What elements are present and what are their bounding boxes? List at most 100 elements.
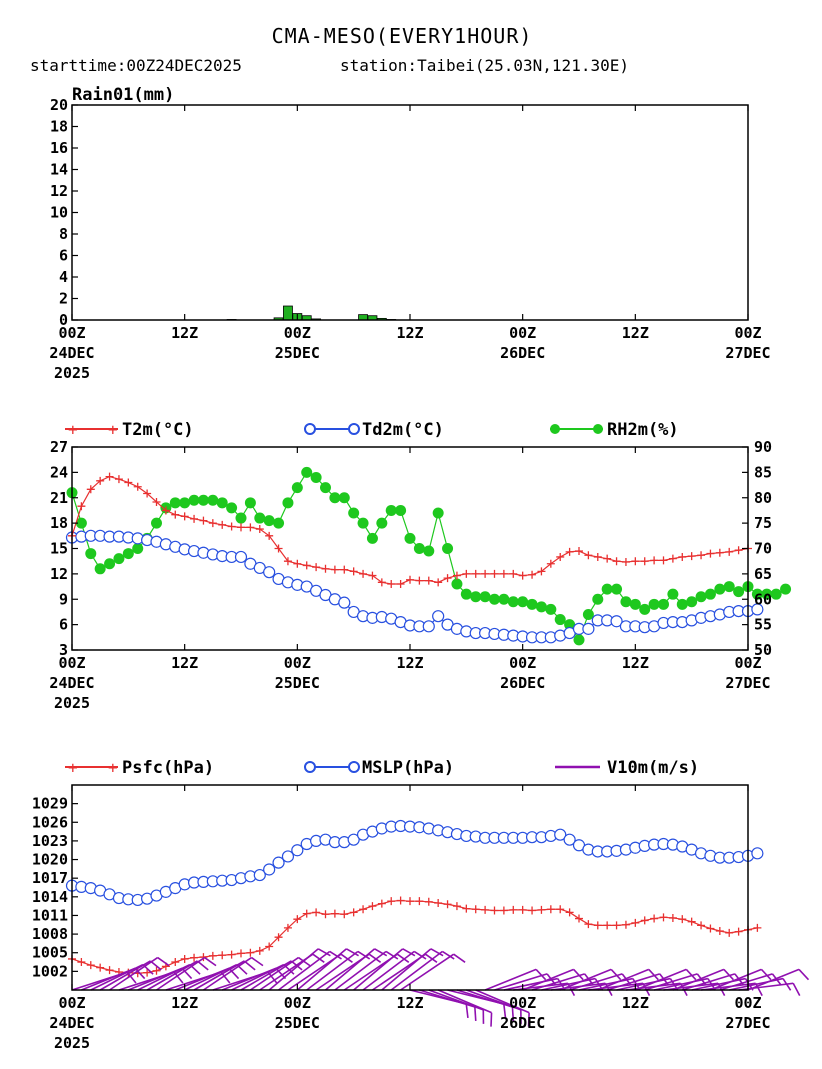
y-right-tick-label: 90 — [754, 438, 772, 456]
rh2m-point — [480, 591, 491, 602]
y-right-tick-label: 80 — [754, 489, 772, 507]
rh2m-point — [592, 594, 603, 605]
x-tick-label: 00Z — [509, 324, 536, 342]
rh2m-point — [217, 497, 228, 508]
x-tick-label: 00Z — [58, 324, 85, 342]
psfc-point — [716, 927, 724, 935]
rh2m-point — [104, 558, 115, 569]
y-tick-label: 16 — [50, 139, 68, 157]
rh2m-point — [170, 497, 181, 508]
rh2m-point — [367, 533, 378, 544]
legend-rh2m-label: RH2m(%) — [607, 420, 679, 440]
rh2m-point — [574, 634, 585, 645]
t2m-point — [725, 548, 733, 556]
rh2m-point — [123, 548, 134, 559]
psfc-point — [660, 913, 668, 921]
wind-barb — [401, 954, 454, 990]
y-tick-label: 27 — [50, 438, 68, 456]
psfc-point — [678, 915, 686, 923]
chart-title: CMA-MESO(EVERY1HOUR) — [272, 24, 533, 48]
psfc-point — [87, 961, 95, 969]
legend-mslp: MSLP(hPa) — [305, 758, 454, 778]
legend-td2m: Td2m(°C) — [305, 420, 444, 440]
psfc-point — [368, 902, 376, 910]
td2m-point — [264, 567, 275, 578]
rh2m-point — [329, 492, 340, 503]
t2m-point — [697, 551, 705, 559]
rh2m-point — [536, 601, 547, 612]
t2m-point — [594, 553, 602, 561]
y-right-tick-label: 75 — [754, 514, 772, 532]
t2m-point — [312, 563, 320, 571]
rh2m-point — [658, 599, 669, 610]
y-tick-label: 1029 — [32, 795, 68, 813]
t2m-point — [340, 566, 348, 574]
t2m-point — [303, 561, 311, 569]
svg-text:+: + — [108, 420, 118, 439]
psfc-point — [350, 908, 358, 916]
rain-bar — [283, 306, 292, 320]
t2m-point — [106, 473, 114, 481]
t2m-point — [124, 479, 132, 487]
psfc-point — [387, 897, 395, 905]
y-tick-label: 20 — [50, 96, 68, 114]
wind-barb — [391, 951, 442, 990]
rh2m-point — [151, 518, 162, 529]
rh2m-point — [630, 599, 641, 610]
psfc-point — [303, 910, 311, 918]
rh2m-point — [696, 591, 707, 602]
t2m-point — [706, 550, 714, 558]
t2m-line — [72, 477, 748, 584]
rh2m-point — [620, 596, 631, 607]
psfc-point — [453, 902, 461, 910]
t2m-point — [660, 556, 668, 564]
x-year-label: 2025 — [54, 1034, 90, 1052]
legend-td2m-label: Td2m(°C) — [362, 420, 444, 440]
x-tick-label: 12Z — [171, 654, 198, 672]
td2m-point — [236, 551, 247, 562]
x-date-label: 24DEC — [49, 344, 94, 362]
x-tick-label: 12Z — [171, 994, 198, 1012]
psfc-point — [584, 920, 592, 928]
wind-barb-feather — [150, 961, 161, 970]
psfc-point — [378, 900, 386, 908]
psfc-point — [434, 899, 442, 907]
t2m-point — [209, 519, 217, 527]
t2m-point — [415, 577, 423, 585]
legend-v10m: V10m(m/s) — [555, 758, 699, 778]
t2m-point — [246, 523, 254, 531]
t2m-point — [434, 578, 442, 586]
y-right-tick-label: 70 — [754, 540, 772, 558]
rh2m-point — [602, 584, 613, 595]
psfc-point — [472, 905, 480, 913]
t2m-point — [378, 578, 386, 586]
t2m-point — [406, 576, 414, 584]
t2m-point — [115, 475, 123, 483]
y-tick-label: 1026 — [32, 813, 68, 831]
y-tick-label: 6 — [59, 616, 68, 634]
y-tick-label: 8 — [59, 225, 68, 243]
x-tick-label: 12Z — [622, 994, 649, 1012]
t2m-point — [444, 574, 452, 582]
psfc-point — [725, 929, 733, 937]
x-tick-label: 00Z — [509, 654, 536, 672]
rh2m-point — [376, 518, 387, 529]
rh2m-point — [320, 482, 331, 493]
rain-panel-title: Rain01(mm) — [72, 85, 174, 105]
rh2m-point — [442, 543, 453, 554]
psfc-point — [96, 964, 104, 972]
x-date-label: 27DEC — [725, 674, 770, 692]
rh2m-point — [358, 518, 369, 529]
wind-barb-feather — [252, 958, 263, 966]
y-right-tick-label: 85 — [754, 463, 772, 481]
wind-barb-feather — [793, 983, 800, 995]
psfc-point — [181, 955, 189, 963]
y-tick-label: 1005 — [32, 944, 68, 962]
t2m-point — [716, 549, 724, 557]
psfc-point — [688, 918, 696, 926]
svg-text:+: + — [108, 758, 118, 777]
x-tick-label: 00Z — [284, 654, 311, 672]
y-tick-label: 2 — [59, 290, 68, 308]
rh2m-point — [395, 505, 406, 516]
